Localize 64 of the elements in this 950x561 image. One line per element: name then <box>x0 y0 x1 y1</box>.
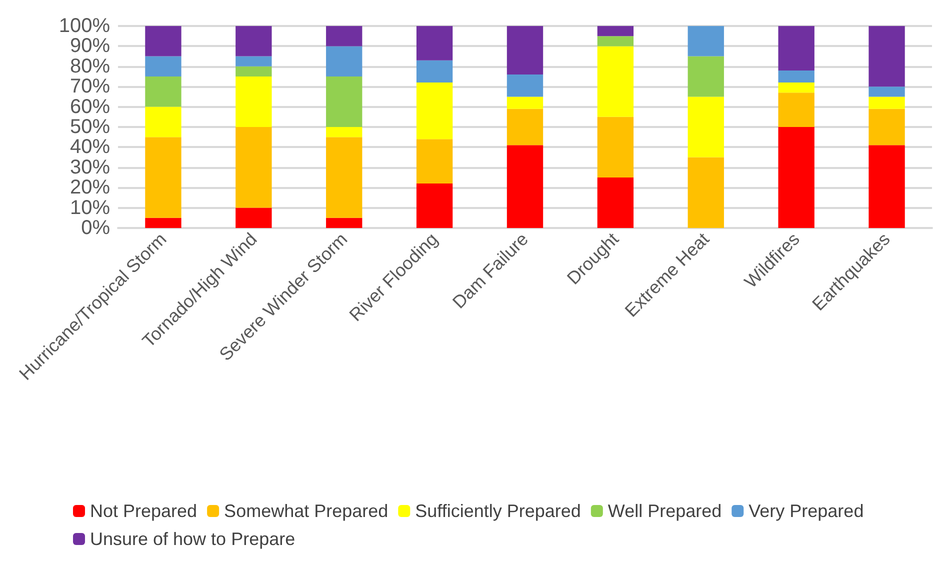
bar <box>868 26 905 87</box>
bar <box>326 76 362 127</box>
bar <box>506 74 544 97</box>
bar <box>236 66 272 76</box>
bar <box>236 56 272 66</box>
bar <box>597 26 634 36</box>
y-tick-label: 80% <box>70 55 110 78</box>
legend-label: Unsure of how to Prepare <box>90 529 296 549</box>
y-tick-label: 50% <box>70 116 110 138</box>
legend-label: Well Prepared <box>608 501 722 521</box>
bar <box>236 127 272 208</box>
legend-label: Somewhat Prepared <box>224 501 388 521</box>
bar <box>778 26 814 70</box>
bar <box>868 86 905 97</box>
bar <box>416 139 453 184</box>
bar <box>145 56 182 76</box>
y-tick-label: 10% <box>70 196 110 219</box>
bar <box>868 145 905 228</box>
bar <box>416 26 453 60</box>
bar <box>326 127 362 138</box>
bar <box>597 178 634 228</box>
bar <box>778 82 814 93</box>
bar <box>416 82 453 140</box>
legend-label: Very Prepared <box>748 501 864 521</box>
bar <box>236 208 272 228</box>
y-tick-label: 60% <box>70 96 110 118</box>
bar <box>597 116 634 178</box>
bar <box>688 157 724 228</box>
bar <box>326 137 362 218</box>
bar <box>506 145 544 228</box>
bar <box>416 184 453 228</box>
bar <box>145 106 182 138</box>
bar <box>868 96 905 109</box>
bar <box>326 46 362 76</box>
bar <box>145 26 182 56</box>
bar <box>326 218 362 228</box>
y-tick-label: 90% <box>70 35 110 58</box>
bar <box>597 46 634 117</box>
bar <box>688 96 724 158</box>
bar <box>145 76 182 107</box>
bar <box>597 36 634 46</box>
y-tick-label: 40% <box>70 136 110 158</box>
legend-label: Not Prepared <box>90 501 198 521</box>
bar <box>506 96 544 109</box>
bar <box>145 137 182 218</box>
bar <box>326 26 362 46</box>
bar <box>688 56 724 97</box>
bar <box>145 218 182 228</box>
y-tick-label: 70% <box>70 76 110 98</box>
bar <box>506 108 544 146</box>
bar <box>778 127 814 228</box>
bar <box>506 26 544 74</box>
bar <box>236 26 272 56</box>
y-tick-label: 20% <box>70 176 110 199</box>
y-tick-label: 0% <box>81 217 110 239</box>
y-tick-label: 30% <box>70 156 110 178</box>
bar <box>778 92 814 127</box>
bar <box>778 70 814 83</box>
bar <box>416 60 453 83</box>
bar <box>688 26 724 56</box>
legend-label: Sufficiently Prepared <box>415 501 581 521</box>
y-tick-label: 100% <box>58 15 110 37</box>
bar <box>868 108 905 146</box>
bar <box>236 76 272 127</box>
